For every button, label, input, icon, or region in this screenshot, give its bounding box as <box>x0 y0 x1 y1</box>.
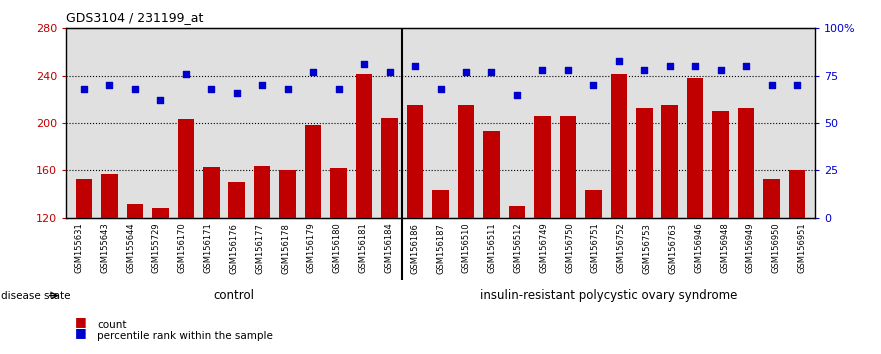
Bar <box>508 206 525 218</box>
Point <box>765 82 779 88</box>
Point <box>357 62 371 67</box>
Bar <box>152 208 168 218</box>
Text: GSM156177: GSM156177 <box>255 223 264 274</box>
Text: GSM156949: GSM156949 <box>746 223 755 273</box>
Text: GSM156512: GSM156512 <box>514 223 522 273</box>
Bar <box>585 190 602 218</box>
Point <box>128 86 142 92</box>
Point <box>790 82 804 88</box>
Point <box>611 58 626 63</box>
Text: ■: ■ <box>75 315 86 327</box>
Text: GSM156179: GSM156179 <box>307 223 316 273</box>
Text: GSM156171: GSM156171 <box>204 223 212 273</box>
Bar <box>534 116 551 218</box>
Point <box>586 82 600 88</box>
Bar <box>101 174 118 218</box>
Bar <box>76 179 93 218</box>
Text: control: control <box>213 289 255 302</box>
Text: percentile rank within the sample: percentile rank within the sample <box>97 331 273 341</box>
Bar <box>279 170 296 218</box>
Bar <box>330 168 347 218</box>
Bar <box>127 204 143 218</box>
Point <box>485 69 499 75</box>
Text: count: count <box>97 320 126 330</box>
Bar <box>611 74 627 218</box>
Point <box>561 67 575 73</box>
Text: GSM155644: GSM155644 <box>126 223 135 273</box>
Text: GSM156510: GSM156510 <box>462 223 470 273</box>
Text: GSM156951: GSM156951 <box>797 223 806 273</box>
Bar <box>687 78 704 218</box>
Point <box>433 86 448 92</box>
Text: GSM156180: GSM156180 <box>333 223 342 273</box>
Bar <box>407 105 423 218</box>
Point <box>382 69 396 75</box>
Point <box>688 63 702 69</box>
Text: GSM156170: GSM156170 <box>178 223 187 273</box>
Text: GSM156763: GSM156763 <box>669 223 677 274</box>
Point <box>663 63 677 69</box>
Bar <box>356 74 373 218</box>
Bar <box>228 182 245 218</box>
Point <box>204 86 218 92</box>
Text: GSM156750: GSM156750 <box>565 223 574 273</box>
Bar <box>177 119 194 218</box>
Text: GSM156187: GSM156187 <box>436 223 445 274</box>
Text: GSM156751: GSM156751 <box>591 223 600 273</box>
Text: GSM156511: GSM156511 <box>488 223 497 273</box>
Point <box>153 97 167 103</box>
Point <box>102 82 116 88</box>
Bar <box>458 105 474 218</box>
Text: GSM156948: GSM156948 <box>720 223 729 273</box>
Point <box>179 71 193 76</box>
Bar <box>254 166 270 218</box>
Point <box>510 92 524 97</box>
Bar <box>763 179 780 218</box>
Text: GSM156950: GSM156950 <box>772 223 781 273</box>
Point <box>230 90 244 96</box>
Point <box>536 67 550 73</box>
Point <box>306 69 320 75</box>
Text: GSM155631: GSM155631 <box>75 223 84 273</box>
Text: GDS3104 / 231199_at: GDS3104 / 231199_at <box>66 11 204 24</box>
Text: GSM155729: GSM155729 <box>152 223 161 273</box>
Text: GSM156181: GSM156181 <box>359 223 367 273</box>
Bar <box>203 167 219 218</box>
Point <box>331 86 345 92</box>
Bar <box>483 131 500 218</box>
Text: GSM156184: GSM156184 <box>384 223 393 273</box>
Text: ■: ■ <box>75 326 86 339</box>
Bar <box>433 190 448 218</box>
Bar <box>738 108 754 218</box>
Text: GSM156946: GSM156946 <box>694 223 703 273</box>
Point <box>77 86 91 92</box>
Text: GSM156186: GSM156186 <box>411 223 419 274</box>
Point <box>637 67 651 73</box>
Text: disease state: disease state <box>1 291 70 301</box>
Point <box>739 63 753 69</box>
Bar <box>559 116 576 218</box>
Text: GSM156176: GSM156176 <box>229 223 239 274</box>
Bar <box>636 108 653 218</box>
Bar <box>662 105 678 218</box>
Text: GSM156753: GSM156753 <box>642 223 652 274</box>
Point <box>459 69 473 75</box>
Point <box>281 86 295 92</box>
Text: insulin-resistant polycystic ovary syndrome: insulin-resistant polycystic ovary syndr… <box>479 289 737 302</box>
Point <box>255 82 270 88</box>
Point <box>714 67 728 73</box>
Bar <box>713 111 729 218</box>
Bar <box>305 125 322 218</box>
Point <box>408 63 422 69</box>
Text: GSM156752: GSM156752 <box>617 223 626 273</box>
Bar <box>788 170 805 218</box>
Text: GSM156178: GSM156178 <box>281 223 290 274</box>
Bar <box>381 118 398 218</box>
Text: GSM156749: GSM156749 <box>539 223 548 273</box>
Text: GSM155643: GSM155643 <box>100 223 109 273</box>
